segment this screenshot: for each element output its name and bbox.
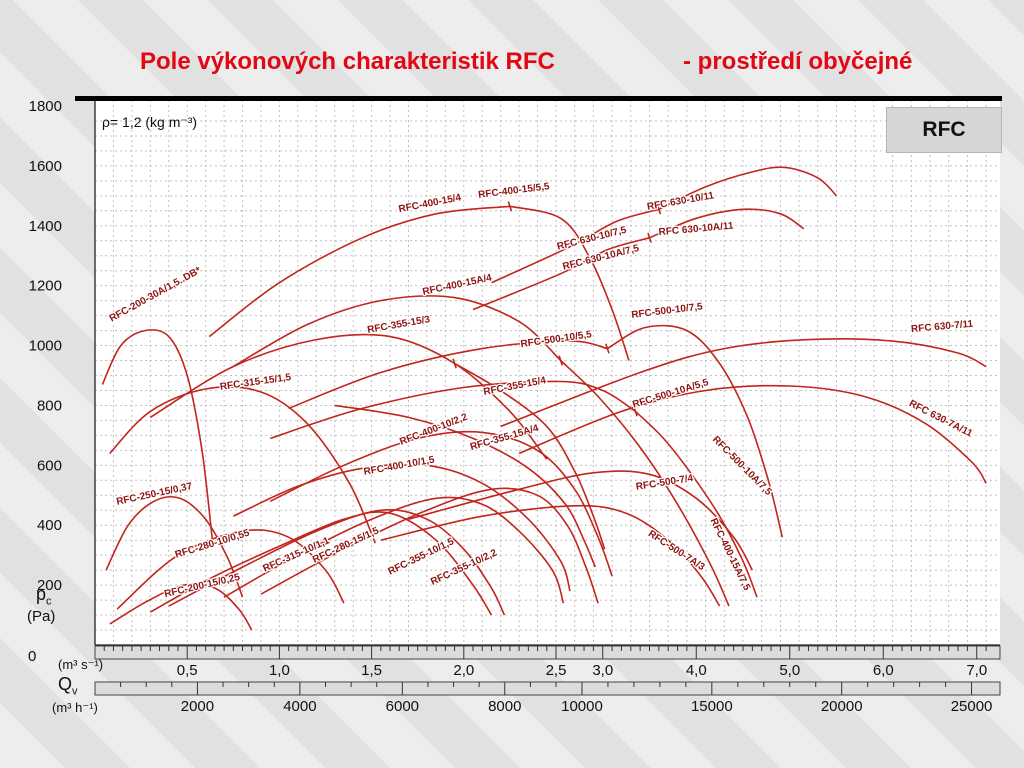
- x-tick-label-m3s: 3,0: [592, 662, 613, 679]
- fan-curve: [149, 333, 548, 460]
- x-tick-label-m3h: 4000: [283, 698, 316, 715]
- x-tick-label-m3s: 7,0: [966, 662, 987, 679]
- axis-strip-m3h: [94, 681, 1001, 696]
- fan-curve: [232, 295, 562, 368]
- curve-junction-tick: [507, 201, 513, 212]
- fan-curve: [101, 329, 214, 547]
- fan-curve: [408, 470, 753, 571]
- y-tick-label: 600: [37, 457, 62, 474]
- y-axis-zero-label: 0: [28, 648, 37, 665]
- fan-curve: [658, 166, 838, 211]
- fan-curve: [269, 380, 636, 440]
- axis-strip-m3s: [94, 645, 1001, 660]
- curve-junction-tick: [558, 355, 563, 366]
- curve-junction-tick: [647, 232, 652, 243]
- fan-curve: [454, 362, 606, 550]
- fan-curve: [500, 338, 987, 428]
- fan-curve: [518, 384, 987, 484]
- y-axis-symbol-sub: c: [46, 595, 52, 608]
- fan-curve: [109, 386, 377, 544]
- y-axis-title: pc: [36, 584, 52, 608]
- x-tick-label-m3s: 5,0: [779, 662, 800, 679]
- x-tick-label-m3h: 20000: [821, 698, 863, 715]
- x-tick-label-m3s: 2,5: [546, 662, 567, 679]
- y-tick-label: 1600: [29, 158, 62, 175]
- fan-curve: [491, 208, 660, 284]
- fan-curve: [649, 208, 805, 239]
- x-axis-title-qv: Qv: [58, 674, 78, 698]
- y-tick-label: 1800: [29, 98, 62, 115]
- y-axis-symbol: p: [36, 584, 47, 604]
- x-tick-label-m3h: 8000: [488, 698, 521, 715]
- curve-junction-tick: [605, 343, 610, 354]
- fan-curve: [380, 504, 721, 607]
- y-tick-label: 1000: [29, 338, 62, 355]
- x-tick-label-m3s: 4,0: [686, 662, 707, 679]
- fan-curve: [168, 509, 506, 616]
- fan-curve: [105, 495, 244, 598]
- fan-curve: [269, 430, 613, 577]
- fan-curve: [634, 410, 758, 598]
- y-tick-label: 400: [37, 517, 62, 534]
- chart-top-bar: [75, 96, 1002, 101]
- curve-junction-tick: [656, 204, 662, 215]
- x-tick-label-m3s: 1,0: [269, 662, 290, 679]
- x-axis-unit-m3s: (m³ s⁻¹): [58, 657, 104, 672]
- x-tick-label-m3s: 2,0: [453, 662, 474, 679]
- curve-junction-tick: [452, 358, 457, 369]
- page-title: Pole výkonových charakteristik RFC: [140, 48, 555, 75]
- x-tick-label-m3s: 6,0: [873, 662, 894, 679]
- fan-curve: [223, 496, 565, 604]
- fan-curve: [260, 487, 599, 604]
- curves: [101, 166, 987, 631]
- fan-curve: [509, 205, 630, 361]
- series-badge: RFC: [886, 107, 1002, 153]
- x-tick-label-m3h: 6000: [386, 698, 419, 715]
- y-tick-label: 1200: [29, 278, 62, 295]
- fan-curve: [208, 205, 510, 338]
- x-tick-label-m3s: 0,5: [177, 662, 198, 679]
- x-axis-symbol-sub: v: [72, 685, 78, 698]
- fan-curve: [606, 324, 784, 538]
- page-title-suffix: - prostředí obyčejné: [683, 48, 913, 75]
- fan-curve: [334, 404, 597, 568]
- plot-area: [95, 100, 1000, 645]
- curve-junction-tick: [633, 406, 638, 417]
- y-tick-label: 1400: [29, 218, 62, 235]
- x-tick-label-m3h: 25000: [951, 698, 993, 715]
- x-tick-label-m3h: 15000: [691, 698, 733, 715]
- fan-curve: [288, 340, 608, 410]
- x-tick-label-m3h: 2000: [181, 698, 214, 715]
- x-axis-symbol: Q: [58, 674, 73, 694]
- fan-curve: [472, 237, 650, 311]
- y-tick-label: 200: [37, 577, 62, 594]
- y-tick-label: 800: [37, 397, 62, 414]
- fan-curve: [116, 529, 345, 610]
- x-axis-unit-m3h: (m³ h⁻¹): [52, 700, 98, 715]
- y-axis-unit: (Pa): [27, 608, 56, 625]
- x-tick-label-m3h: 10000: [561, 698, 603, 715]
- air-density-note: ρ= 1,2 (kg m⁻³): [102, 114, 198, 130]
- x-tick-label-m3s: 1,5: [361, 662, 382, 679]
- fan-curve: [560, 359, 730, 607]
